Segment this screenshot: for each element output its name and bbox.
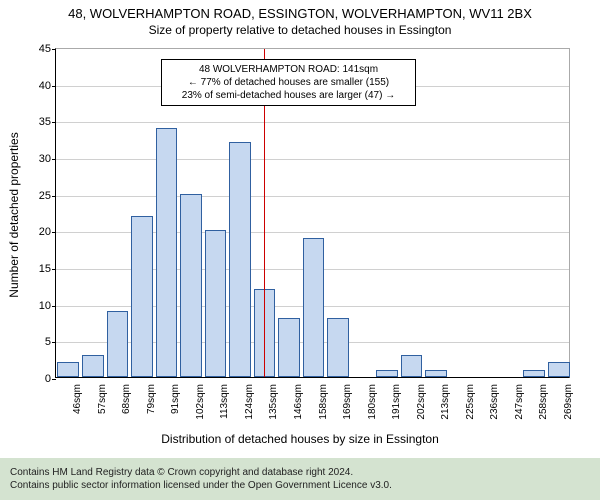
- x-tick-label: 146sqm: [293, 384, 304, 420]
- y-tick-mark: [52, 196, 56, 197]
- y-tick-label: 0: [21, 373, 51, 385]
- y-axis-label: Number of detached properties: [7, 132, 21, 297]
- x-tick-label: 113sqm: [219, 384, 230, 419]
- y-tick-mark: [52, 86, 56, 87]
- x-axis-label: Distribution of detached houses by size …: [0, 432, 600, 446]
- y-tick-mark: [52, 379, 56, 380]
- gridline: [56, 159, 569, 160]
- x-tick-label: 247sqm: [514, 384, 525, 420]
- x-tick-label: 91sqm: [170, 384, 181, 414]
- y-tick-label: 10: [21, 300, 51, 312]
- x-tick-label: 169sqm: [342, 384, 353, 420]
- histogram-bar: [327, 318, 349, 377]
- x-tick-label: 135sqm: [268, 384, 279, 420]
- y-tick-label: 45: [21, 43, 51, 55]
- annotation-line: ← 77% of detached houses are smaller (15…: [168, 76, 409, 89]
- y-tick-label: 25: [21, 190, 51, 202]
- gridline: [56, 122, 569, 123]
- y-tick-mark: [52, 232, 56, 233]
- y-tick-mark: [52, 306, 56, 307]
- histogram-bar: [229, 142, 251, 377]
- histogram-bar: [548, 362, 570, 377]
- histogram-bar: [107, 311, 129, 377]
- x-tick-label: 79sqm: [146, 384, 157, 414]
- x-tick-label: 258sqm: [538, 384, 549, 420]
- y-tick-label: 30: [21, 153, 51, 165]
- y-tick-label: 15: [21, 263, 51, 275]
- histogram-bar: [425, 370, 447, 377]
- x-tick-label: 158sqm: [318, 384, 329, 420]
- x-tick-label: 191sqm: [391, 384, 402, 420]
- histogram-bar: [156, 128, 178, 377]
- y-tick-mark: [52, 49, 56, 50]
- x-tick-label: 102sqm: [195, 384, 206, 420]
- y-tick-mark: [52, 159, 56, 160]
- histogram-bar: [303, 238, 325, 377]
- x-tick-label: 46sqm: [72, 384, 83, 414]
- x-tick-label: 57sqm: [97, 384, 108, 414]
- histogram-bar: [401, 355, 423, 377]
- title-main: 48, WOLVERHAMPTON ROAD, ESSINGTON, WOLVE…: [0, 0, 600, 21]
- annotation-line: 23% of semi-detached houses are larger (…: [168, 89, 409, 102]
- histogram-bar: [82, 355, 104, 377]
- annotation-line: 48 WOLVERHAMPTON ROAD: 141sqm: [168, 63, 409, 76]
- footer-line-2: Contains public sector information licen…: [10, 479, 590, 492]
- annotation-box: 48 WOLVERHAMPTON ROAD: 141sqm← 77% of de…: [161, 59, 416, 106]
- x-tick-label: 124sqm: [244, 384, 255, 420]
- y-tick-label: 20: [21, 226, 51, 238]
- histogram-bar: [523, 370, 545, 377]
- x-tick-label: 225sqm: [465, 384, 476, 420]
- y-tick-label: 5: [21, 336, 51, 348]
- histogram-bar: [205, 230, 227, 377]
- histogram-bar: [180, 194, 202, 377]
- x-tick-label: 202sqm: [416, 384, 427, 420]
- footer-attribution: Contains HM Land Registry data © Crown c…: [0, 458, 600, 500]
- histogram-bar: [57, 362, 79, 377]
- y-tick-mark: [52, 122, 56, 123]
- x-tick-label: 180sqm: [367, 384, 378, 420]
- histogram-bar: [131, 216, 153, 377]
- x-tick-label: 68sqm: [121, 384, 132, 414]
- gridline: [56, 196, 569, 197]
- x-tick-label: 236sqm: [489, 384, 500, 420]
- y-tick-mark: [52, 342, 56, 343]
- histogram-bar: [376, 370, 398, 377]
- x-tick-label: 269sqm: [563, 384, 574, 420]
- footer-line-1: Contains HM Land Registry data © Crown c…: [10, 466, 590, 479]
- y-tick-label: 35: [21, 116, 51, 128]
- x-tick-label: 213sqm: [440, 384, 451, 420]
- chart-plot-area: 05101520253035404546sqm57sqm68sqm79sqm91…: [55, 48, 570, 378]
- y-tick-label: 40: [21, 80, 51, 92]
- histogram-bar: [278, 318, 300, 377]
- y-tick-mark: [52, 269, 56, 270]
- title-sub: Size of property relative to detached ho…: [0, 21, 600, 37]
